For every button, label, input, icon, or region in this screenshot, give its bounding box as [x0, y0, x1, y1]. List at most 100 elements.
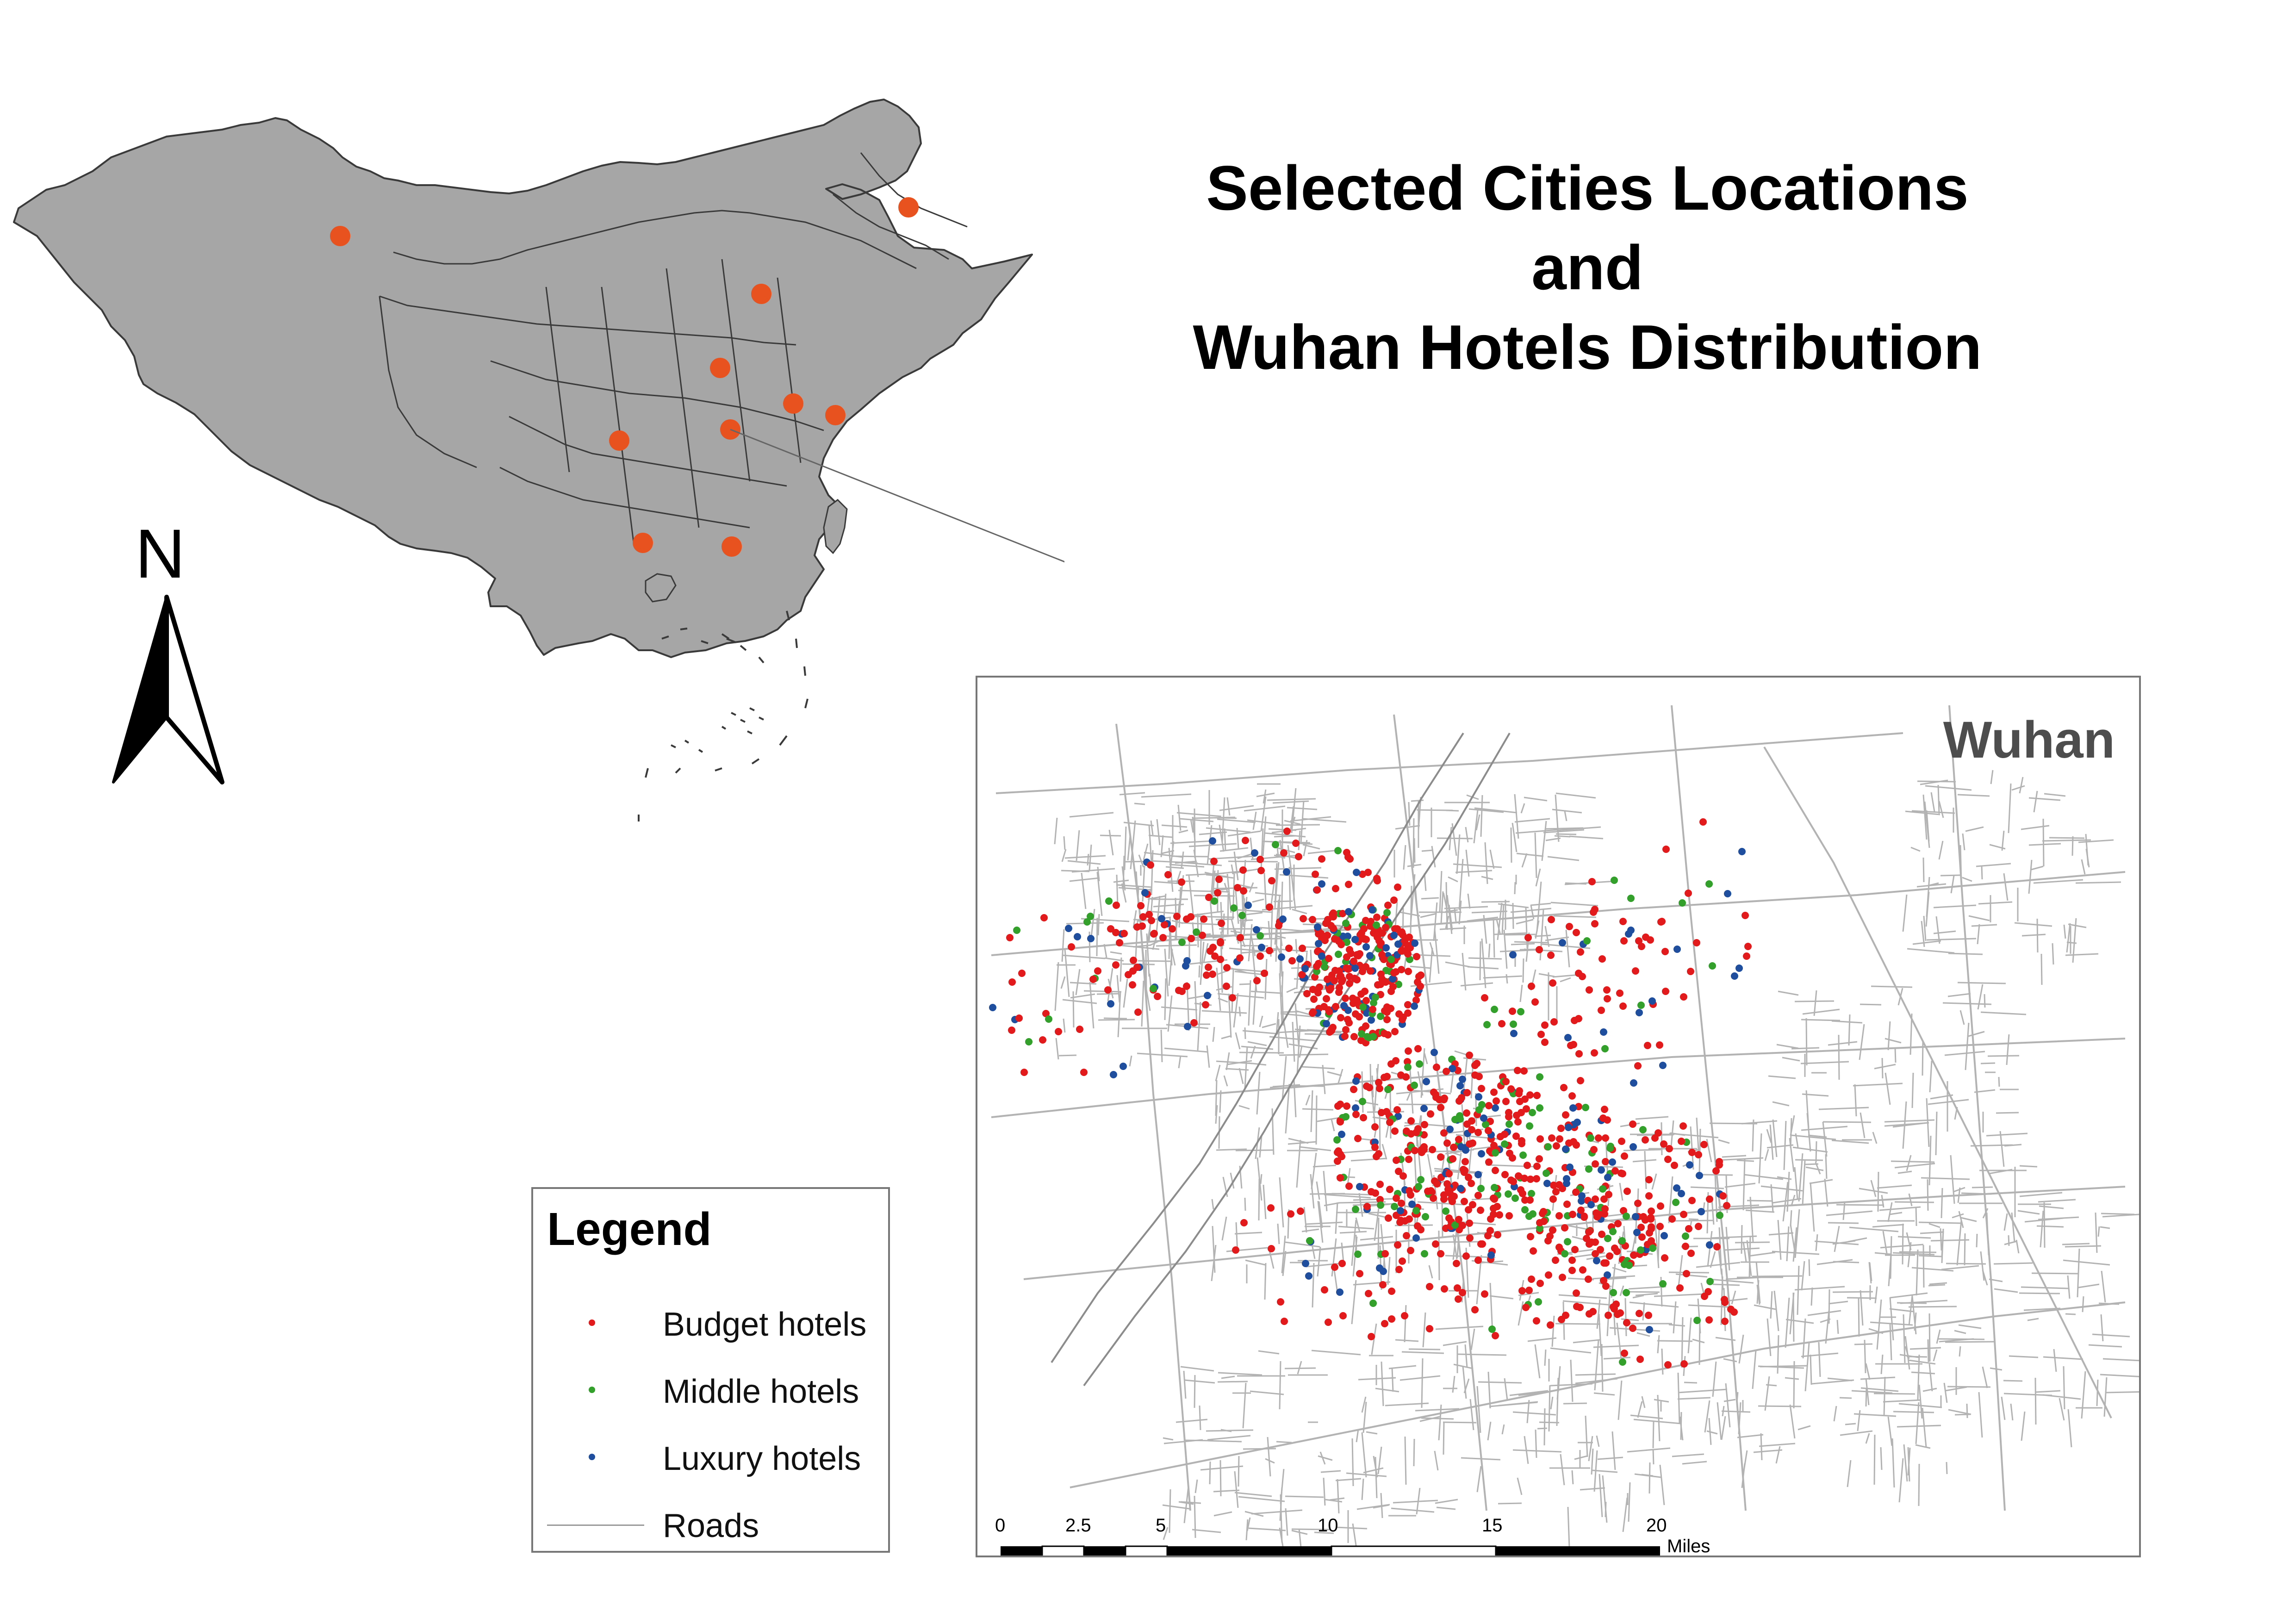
hotel-point — [1680, 993, 1687, 1001]
hotel-point — [1314, 989, 1322, 996]
road-segment — [1651, 1173, 1657, 1190]
hotel-point — [1492, 1332, 1499, 1339]
road-segment — [1282, 1251, 1287, 1276]
road-segment — [1504, 1378, 1508, 1400]
road-segment — [1234, 884, 1239, 924]
hotel-point — [1411, 1147, 1418, 1154]
road-segment — [1723, 1358, 1737, 1363]
road-segment — [1954, 1107, 1958, 1120]
hotel-point — [1517, 1008, 1524, 1015]
hotel-point — [1637, 1224, 1645, 1231]
hotel-point — [1528, 1190, 1535, 1197]
hotel-point — [1477, 1240, 1485, 1248]
road-segment — [1735, 1241, 1770, 1244]
north-arrow-label: N — [135, 515, 186, 592]
hotel-point — [1546, 1232, 1554, 1240]
hotel-point — [1382, 978, 1389, 986]
road-segment — [1737, 1434, 1764, 1438]
road-segment — [1518, 1301, 1524, 1326]
road-segment — [1250, 934, 1256, 957]
hotel-point — [1356, 1183, 1363, 1190]
hotel-point — [1459, 1289, 1466, 1296]
hotel-point — [1205, 894, 1213, 901]
road-segment — [2078, 1283, 2100, 1288]
road-segment — [1250, 990, 1282, 994]
hotel-point — [1369, 1300, 1377, 1307]
road-segment — [1813, 990, 1817, 1016]
road-segment — [2031, 1272, 2079, 1275]
road-segment — [1907, 1447, 1910, 1482]
hotel-point — [1521, 1196, 1529, 1204]
hotel-point — [1339, 1312, 1347, 1319]
road-segment — [1926, 938, 1977, 941]
road-segment — [1327, 1071, 1342, 1076]
hotel-point — [1279, 915, 1287, 923]
road-segment — [1834, 1226, 1840, 1252]
road-segment — [1628, 1482, 1631, 1522]
road-segment — [1481, 938, 1486, 989]
hotel-point — [1285, 945, 1293, 952]
road-segment — [1116, 975, 1120, 1003]
road-segment — [1061, 849, 1067, 862]
road-segment — [1883, 1399, 1922, 1403]
road-segment — [1488, 943, 1491, 958]
road-segment — [1317, 1117, 1340, 1122]
hotel-point — [1401, 1312, 1408, 1319]
road-segment — [1279, 973, 1283, 1024]
hotel-point — [1648, 997, 1656, 1005]
road-segment — [1393, 714, 1487, 1511]
road-segment — [1164, 978, 1167, 1020]
road-segment — [1483, 915, 1487, 944]
hotel-point — [1199, 932, 1206, 939]
hotel-point — [1422, 1213, 1429, 1220]
hotel-point — [1466, 1234, 1474, 1242]
road-segment — [1127, 835, 1131, 861]
hotel-point — [1138, 922, 1146, 930]
road-segment — [1950, 1155, 1955, 1204]
road-segment — [1616, 1322, 1622, 1359]
road-segment — [2097, 1226, 2100, 1237]
road-segment — [2052, 943, 2054, 965]
road-segment — [1627, 1447, 1671, 1453]
hotel-point — [1603, 986, 1611, 994]
road-segment — [1484, 842, 1488, 884]
road-segment — [1150, 860, 1198, 864]
road-segment — [1630, 1414, 1663, 1419]
road-segment — [1123, 821, 1154, 827]
road-segment — [1417, 1201, 1465, 1206]
hotel-point — [1724, 890, 1731, 897]
road-segment — [1928, 1099, 1969, 1105]
hotel-point — [1482, 1121, 1489, 1128]
road-segment — [1233, 851, 1239, 881]
hotel-point — [1562, 1111, 1569, 1119]
road-segment — [1461, 1104, 1466, 1147]
road-segment — [1736, 1159, 1754, 1162]
road-segment — [1633, 1419, 1682, 1425]
road-segment — [1860, 1003, 1882, 1006]
hotel-point — [1391, 1203, 1398, 1210]
hotel-point — [1363, 1033, 1371, 1040]
road-segment — [1890, 1292, 1928, 1299]
road-segment — [1302, 1108, 1334, 1111]
road-segment — [1545, 827, 1584, 830]
hotel-point — [1597, 1246, 1604, 1253]
road-segment — [1591, 1448, 1594, 1475]
hotel-point — [1362, 997, 1370, 1004]
hotel-point — [1523, 1105, 1530, 1113]
road-segment — [1871, 985, 1913, 988]
road-segment — [1260, 1174, 1263, 1184]
hotel-point — [1340, 1002, 1348, 1009]
hotel-point — [1572, 1188, 1580, 1196]
hotel-point — [1587, 1134, 1594, 1142]
hotel-point — [1288, 957, 1296, 964]
road-segment — [1215, 1105, 1218, 1124]
road-segment — [1456, 834, 1461, 874]
hotel-point — [1018, 970, 1026, 977]
hotel-point — [1549, 1195, 1557, 1203]
hotel-point — [1150, 930, 1157, 938]
road-segment — [1161, 1006, 1198, 1011]
hotel-point — [1567, 1042, 1574, 1049]
road-segment — [1952, 1213, 1964, 1219]
road-segment — [1742, 1241, 1747, 1262]
road-segment — [1551, 1315, 1555, 1347]
